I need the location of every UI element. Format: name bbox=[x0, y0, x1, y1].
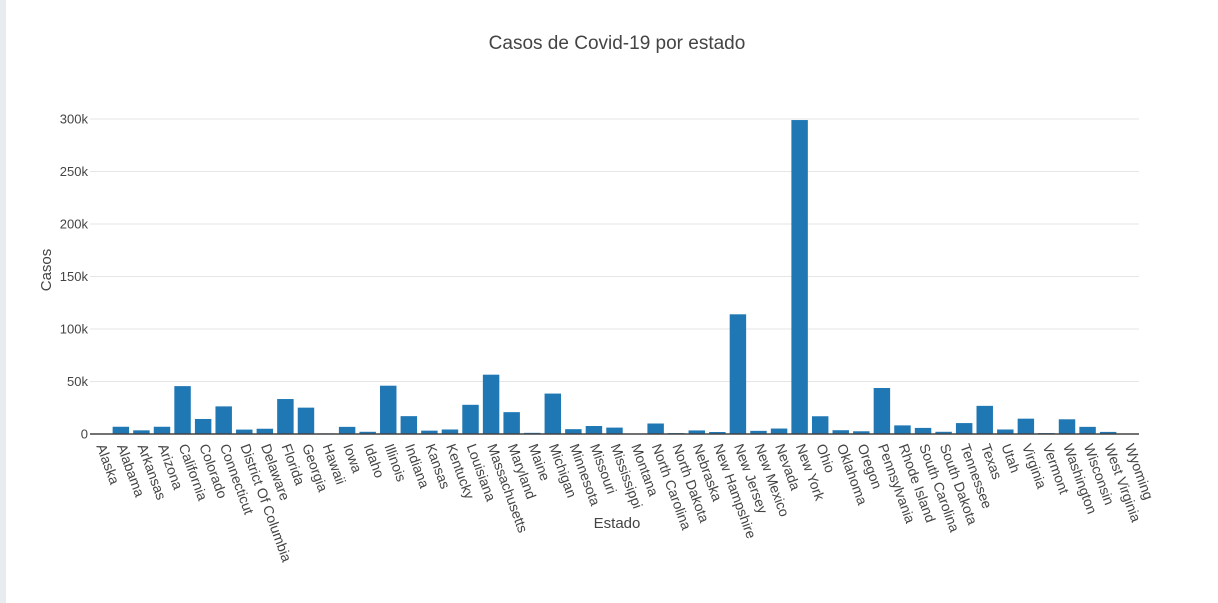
bar-massachusetts[interactable] bbox=[482, 374, 500, 434]
bar-nevada[interactable] bbox=[770, 428, 788, 434]
bar-oklahoma[interactable] bbox=[832, 430, 849, 434]
bar-ohio[interactable] bbox=[811, 416, 829, 434]
bar-idaho[interactable] bbox=[359, 431, 376, 434]
bar-new-york[interactable] bbox=[791, 120, 808, 435]
x-axis-title: Estado bbox=[594, 515, 641, 532]
bar-west-virginia[interactable] bbox=[1099, 431, 1117, 434]
bar-oregon[interactable] bbox=[853, 431, 870, 434]
y-tick-label: 100k bbox=[60, 322, 89, 337]
bar-maryland[interactable] bbox=[503, 412, 520, 434]
y-tick-label: 250k bbox=[60, 164, 89, 179]
y-tick-label: 150k bbox=[60, 269, 89, 284]
bar-delaware[interactable] bbox=[256, 428, 274, 434]
left-panel-edge bbox=[0, 0, 6, 603]
y-tick-label: 0 bbox=[81, 427, 88, 442]
bar-alabama[interactable] bbox=[112, 426, 130, 434]
x-tick-labels: AlaskaAlabamaArkansasArizonaCaliforniaCo… bbox=[93, 442, 1156, 565]
bar-connecticut[interactable] bbox=[215, 406, 232, 434]
bar-rhode-island[interactable] bbox=[894, 425, 911, 434]
y-tick-label: 200k bbox=[60, 217, 89, 232]
bar-arkansas[interactable] bbox=[133, 430, 150, 434]
bar-indiana[interactable] bbox=[400, 416, 418, 434]
bar-washington[interactable] bbox=[1058, 419, 1076, 434]
bar-chart: 0 50k 100k 150k 200k 250k 300k AlaskaAlabamaAr… bbox=[38, 33, 1157, 565]
bar-south-dakota[interactable] bbox=[935, 431, 952, 434]
bar-california[interactable] bbox=[174, 386, 191, 434]
bar-virginia[interactable] bbox=[1017, 418, 1035, 434]
bar-south-carolina[interactable] bbox=[914, 427, 932, 434]
chart-container: 0 50k 100k 150k 200k 250k 300k Alaska Alabama Ar… bbox=[6, 0, 1218, 603]
chart-title: Casos de Covid-19 por estado bbox=[489, 33, 746, 54]
bar-arizona[interactable] bbox=[153, 426, 171, 434]
bar-texas[interactable] bbox=[976, 405, 993, 434]
bar-louisiana[interactable] bbox=[462, 404, 479, 434]
bar-new-hampshire[interactable] bbox=[709, 432, 726, 434]
y-tick-label: 50k bbox=[67, 374, 88, 389]
bar-georgia[interactable] bbox=[297, 407, 315, 434]
bar-michigan[interactable] bbox=[544, 393, 562, 434]
bar-florida[interactable] bbox=[277, 399, 294, 434]
bar-north-carolina[interactable] bbox=[647, 423, 664, 435]
bar-new-jersey[interactable] bbox=[729, 314, 747, 434]
bar-tennessee[interactable] bbox=[955, 423, 973, 434]
bar-new-mexico[interactable] bbox=[750, 430, 767, 434]
bars bbox=[92, 120, 1137, 435]
gridlines bbox=[90, 118, 1139, 382]
y-axis-title: Casos bbox=[38, 249, 55, 292]
bar-nebraska[interactable] bbox=[688, 430, 706, 434]
bar-wisconsin[interactable] bbox=[1079, 426, 1096, 434]
bar-kansas[interactable] bbox=[421, 430, 438, 434]
bar-minnesota[interactable] bbox=[565, 429, 582, 434]
bar-kentucky[interactable] bbox=[441, 429, 459, 434]
y-tick-labels: 0 50k 100k 150k 200k 250k 300k bbox=[60, 112, 89, 442]
bar-mississippi[interactable] bbox=[606, 427, 623, 434]
y-tick-label: 300k bbox=[60, 112, 89, 127]
bar-missouri[interactable] bbox=[585, 426, 603, 434]
bar-illinois[interactable] bbox=[380, 385, 397, 434]
bar-iowa[interactable] bbox=[338, 426, 356, 434]
bar-pennsylvania[interactable] bbox=[873, 388, 891, 434]
bar-district-of-columbia[interactable] bbox=[236, 429, 253, 434]
bar-colorado[interactable] bbox=[194, 418, 212, 434]
bar-utah[interactable] bbox=[997, 429, 1014, 434]
